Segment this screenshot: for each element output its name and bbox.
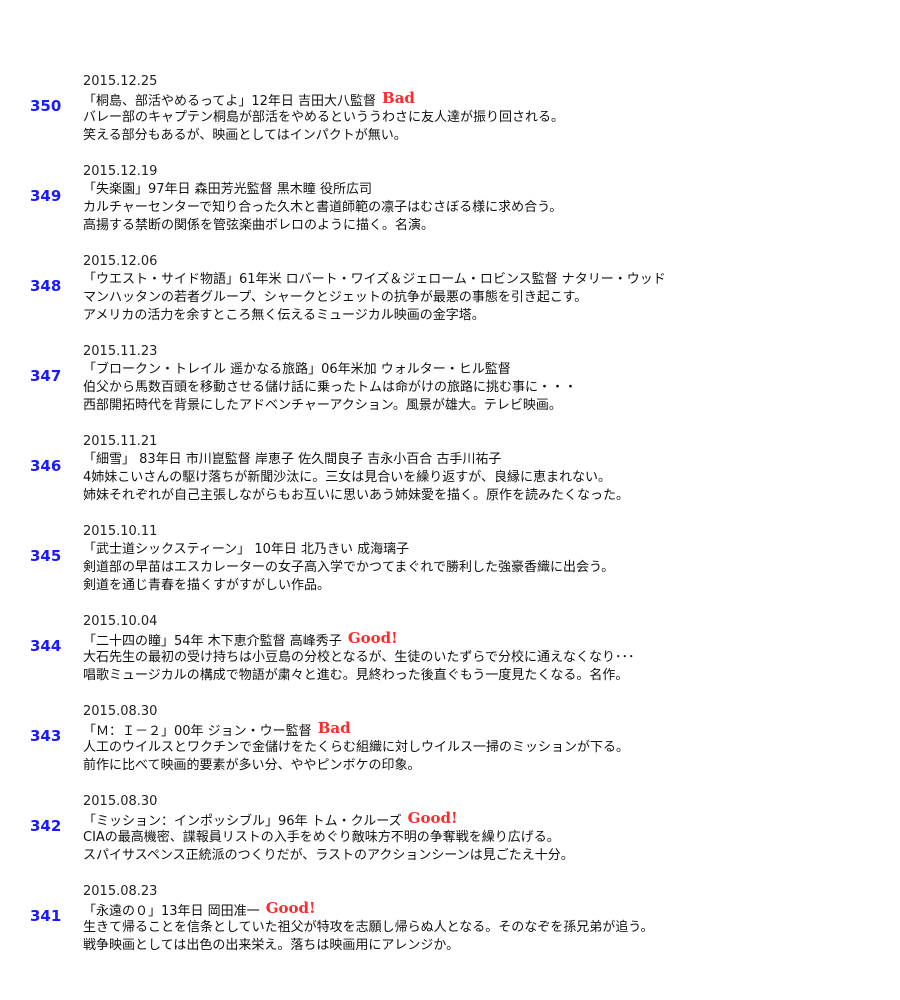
entry-number: 346 — [30, 457, 62, 475]
rating-badge: Bad — [317, 719, 351, 737]
entry-number: 341 — [30, 907, 62, 925]
entry-date: 2015.10.04 — [83, 614, 158, 629]
entry-title-line: 「二十四の瞳」54年 木下恵介監督 高峰秀子 Good! — [83, 629, 398, 651]
entry-number: 343 — [30, 727, 62, 745]
entry-title-line: 「ブロークン・トレイル 遥かなる旅路」06年米加 ウォルター・ヒル監督 — [83, 361, 511, 379]
review-entry: 350 2015.12.25 「桐島、部活やめるってよ」12年日 吉田大八監督 Bad… — [0, 73, 900, 163]
entry-comment: アメリカの活力を余すところ無く伝えるミュージカル映画の金字塔。 — [83, 308, 485, 323]
review-entry: 349 2015.12.19 「失楽園」97年日 森田芳光監督 黒木瞳 役所広司カル… — [0, 163, 900, 253]
entry-date: 2015.12.25 — [83, 74, 158, 89]
entry-comment: 姉妹それぞれが自己主張しながらもお互いに思いあう姉妹愛を描く。原作を読みたくなっ… — [83, 488, 630, 503]
entry-title: 「永遠の０」13年日 岡田准一 — [83, 904, 260, 919]
rating-badge: Good! — [347, 629, 398, 647]
entry-title-line: 「失楽園」97年日 森田芳光監督 黒木瞳 役所広司 — [83, 181, 372, 199]
entry-comment: 剣道を通じ青春を描くすがすがしい作品。 — [83, 578, 331, 593]
entry-title-line: 「Ｍ：Ｉ－２」00年 ジョン・ウー監督 Bad — [83, 719, 351, 741]
entry-date: 2015.12.06 — [83, 254, 158, 269]
review-entry: 348 2015.12.06 「ウエスト・サイド物語」61年米 ロバート・ワイズ＆ジ… — [0, 253, 900, 343]
entry-title-line: 「細雪」 83年日 市川崑監督 岸恵子 佐久間良子 吉永小百合 古手川祐子 — [83, 451, 501, 469]
entry-date: 2015.08.30 — [83, 794, 158, 809]
rating-badge: Good! — [407, 809, 458, 827]
rating-badge: Good! — [265, 899, 316, 917]
entry-title-line: 「桐島、部活やめるってよ」12年日 吉田大八監督 Bad — [83, 89, 415, 111]
entry-title: 「ミッション：インポッシブル」96年 トム・クルーズ — [83, 814, 402, 829]
entry-synopsis: 人工のウイルスとワクチンで金儲けをたくらむ組織に対しウイルス一掃のミッションが下… — [83, 740, 630, 755]
entry-synopsis: カルチャーセンターで知り合った久木と書道師範の凛子はむさぼる様に求め合う。 — [83, 200, 563, 215]
entry-title: 「ブロークン・トレイル 遥かなる旅路」06年米加 ウォルター・ヒル監督 — [83, 362, 511, 377]
entry-date: 2015.11.21 — [83, 434, 158, 449]
entry-number: 347 — [30, 367, 62, 385]
entry-number: 348 — [30, 277, 62, 295]
entry-synopsis: バレー部のキャプテン桐島が部活をやめるといううわさに友人達が振り回される。 — [83, 110, 565, 125]
entry-comment: 笑える部分もあるが、映画としてはインパクトが無い。 — [83, 128, 407, 143]
entry-date: 2015.10.11 — [83, 524, 158, 539]
entry-title: 「失楽園」97年日 森田芳光監督 黒木瞳 役所広司 — [83, 182, 372, 197]
entry-comment: 戦争映画としては出色の出来栄え。落ちは映画用にアレンジか。 — [83, 938, 460, 953]
entry-title-line: 「永遠の０」13年日 岡田准一 Good! — [83, 899, 316, 921]
entry-synopsis: CIAの最高機密、諜報員リストの入手をめぐり敵味方不明の争奪戦を繰り広げる。 — [83, 830, 560, 845]
entry-synopsis: マンハッタンの若者グループ、シャークとジェットの抗争が最悪の事態を引き起こす。 — [83, 290, 588, 305]
entry-title: 「Ｍ：Ｉ－２」00年 ジョン・ウー監督 — [83, 724, 312, 739]
entry-date: 2015.11.23 — [83, 344, 158, 359]
entry-synopsis: 4姉妹こいさんの駆け落ちが新聞沙汰に。三女は見合いを繰り返すが、良縁に恵まれない… — [83, 470, 612, 485]
entry-title-line: 「武士道シックスティーン」 10年日 北乃きい 成海璃子 — [83, 541, 409, 559]
entry-date: 2015.08.23 — [83, 884, 158, 899]
review-entry: 342 2015.08.30 「ミッション：インポッシブル」96年 トム・クルーズ G… — [0, 793, 900, 883]
entry-title: 「二十四の瞳」54年 木下恵介監督 高峰秀子 — [83, 634, 342, 649]
entry-comment: スパイサスペンス正統派のつくりだが、ラストのアクションシーンは見ごたえ十分。 — [83, 848, 574, 863]
entry-comment: 唱歌ミュージカルの構成で物語が粛々と進む。見終わった後直ぐもう一度見たくなる。名… — [83, 668, 629, 683]
review-entry: 341 2015.08.23 「永遠の０」13年日 岡田准一 Good! 生きて帰ること… — [0, 883, 900, 973]
entry-date: 2015.12.19 — [83, 164, 158, 179]
entry-synopsis: 伯父から馬数百頭を移動させる儲け話に乗ったトムは命がけの旅路に挑む事に・・・ — [83, 380, 578, 395]
entry-number: 349 — [30, 187, 62, 205]
review-entry: 346 2015.11.21 「細雪」 83年日 市川崑監督 岸恵子 佐久間良子 吉… — [0, 433, 900, 523]
review-entry: 345 2015.10.11 「武士道シックスティーン」 10年日 北乃きい 成海璃… — [0, 523, 900, 613]
entry-synopsis: 大石先生の最初の受け持ちは小豆島の分校となるが、生徒のいたずらで分校に通えなくな… — [83, 650, 635, 665]
entry-number: 342 — [30, 817, 62, 835]
entry-title: 「ウエスト・サイド物語」61年米 ロバート・ワイズ＆ジェローム・ロビンス監督 ナ… — [83, 272, 666, 287]
entry-comment: 西部開拓時代を背景にしたアドベンチャーアクション。風景が雄大。テレビ映画。 — [83, 398, 562, 413]
entry-comment: 高揚する禁断の関係を管弦楽曲ボレロのように描く。名演。 — [83, 218, 435, 233]
entry-number: 350 — [30, 97, 62, 115]
review-entry: 344 2015.10.04 「二十四の瞳」54年 木下恵介監督 高峰秀子 Good!… — [0, 613, 900, 703]
entry-title: 「武士道シックスティーン」 10年日 北乃きい 成海璃子 — [83, 542, 410, 557]
entry-number: 345 — [30, 547, 62, 565]
entry-title: 「細雪」 83年日 市川崑監督 岸恵子 佐久間良子 吉永小百合 古手川祐子 — [83, 452, 502, 467]
entry-title-line: 「ミッション：インポッシブル」96年 トム・クルーズ Good! — [83, 809, 458, 831]
review-entry: 347 2015.11.23 「ブロークン・トレイル 遥かなる旅路」06年米加 ウォ… — [0, 343, 900, 433]
entry-synopsis: 生きて帰ることを信条としていた祖父が特攻を志願し帰らぬ人となる。そのなぞを孫兄弟… — [83, 920, 654, 935]
entry-synopsis: 剣道部の早苗はエスカレーターの女子高入学でかつてまぐれで勝利した強豪香織に出会う… — [83, 560, 615, 575]
rating-badge: Bad — [382, 89, 415, 107]
entry-title-line: 「ウエスト・サイド物語」61年米 ロバート・ワイズ＆ジェローム・ロビンス監督 ナ… — [83, 271, 666, 289]
entry-comment: 前作に比べて映画的要素が多い分、ややピンボケの印象。 — [83, 758, 421, 773]
entry-number: 344 — [30, 637, 62, 655]
review-entry: 343 2015.08.30 「Ｍ：Ｉ－２」00年 ジョン・ウー監督 Bad 人工のウイ… — [0, 703, 900, 793]
entry-title: 「桐島、部活やめるってよ」12年日 吉田大八監督 — [83, 94, 377, 109]
entry-date: 2015.08.30 — [83, 704, 158, 719]
